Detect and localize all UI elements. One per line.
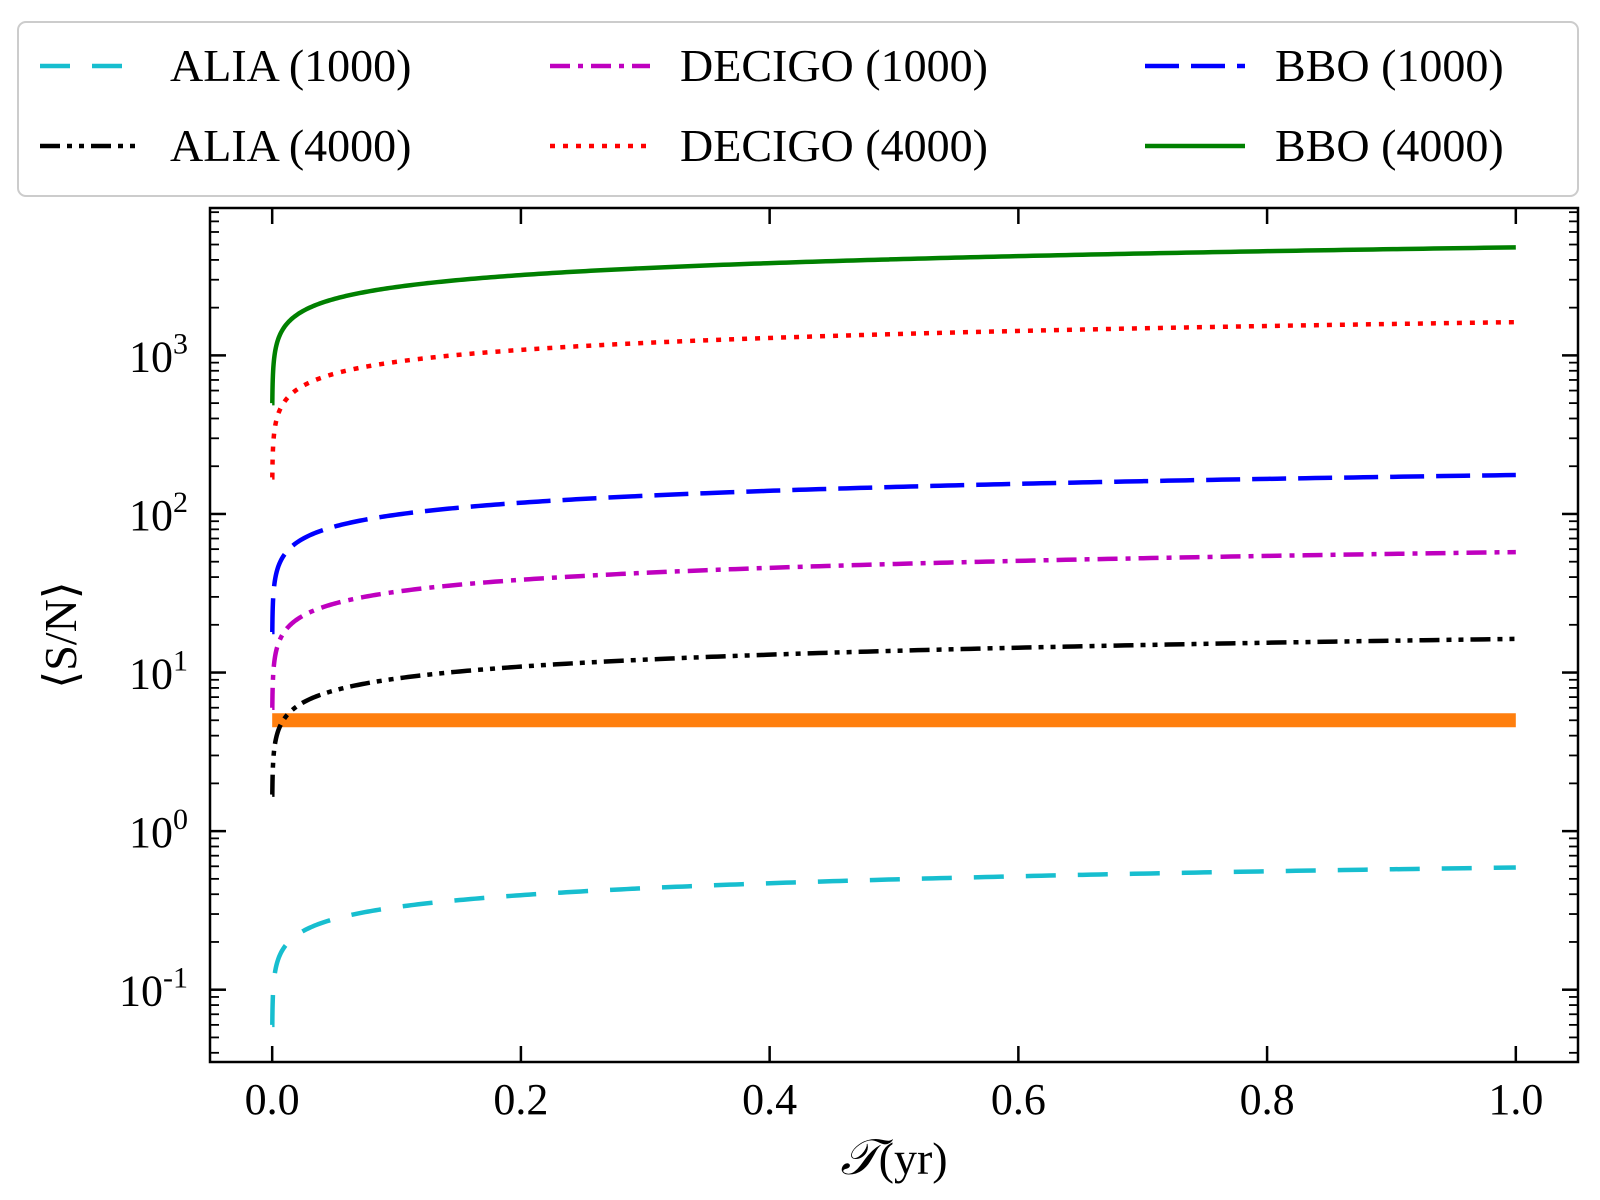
legend-label: ALIA (4000) <box>170 120 411 171</box>
y-axis-label: ⟨S/N⟩ <box>35 581 86 688</box>
legend-label: ALIA (1000) <box>170 40 411 91</box>
y-axis: 10-1 100 101 102 103 ⟨S/N⟩ <box>35 211 1578 1054</box>
x-tick-label: 0.8 <box>1240 1075 1295 1124</box>
series-line-alia-1000 <box>270 865 1516 1028</box>
plot-area <box>208 206 1580 1064</box>
legend-label: DECIGO (4000) <box>680 120 988 171</box>
x-tick-label: 0.2 <box>493 1075 548 1124</box>
y-tick-label: 102 <box>129 486 188 540</box>
x-tick-label: 0.4 <box>742 1075 797 1124</box>
legend-box <box>17 21 1579 197</box>
series-line-decigo-4000 <box>270 319 1516 480</box>
legend-label: BBO (4000) <box>1275 120 1504 171</box>
legend-label: DECIGO (1000) <box>680 40 988 91</box>
series-line-decigo-1000 <box>270 549 1516 710</box>
x-tick-label: 1.0 <box>1488 1075 1543 1124</box>
y-tick-label: 10-1 <box>119 962 188 1016</box>
legend-label: BBO (1000) <box>1275 40 1504 91</box>
y-tick-label: 101 <box>129 645 188 699</box>
x-axis-label: 𝒯(yr) <box>840 1129 947 1185</box>
x-tick-label: 0.0 <box>245 1075 300 1124</box>
series-line-alia-4000 <box>270 636 1516 797</box>
y-tick-label: 103 <box>129 327 188 381</box>
series-line-bbo-1000 <box>270 472 1516 635</box>
x-axis: 0.0 0.2 0.4 0.6 0.8 1.0 𝒯(yr) <box>245 208 1543 1185</box>
x-tick-label: 0.6 <box>991 1075 1046 1124</box>
series-line-bbo-4000 <box>270 245 1516 406</box>
legend: ALIA (1000) ALIA (4000) DECIGO (1000) DECIG… <box>17 21 1579 197</box>
y-tick-label: 100 <box>129 803 188 857</box>
plot-frame <box>208 206 1580 1064</box>
